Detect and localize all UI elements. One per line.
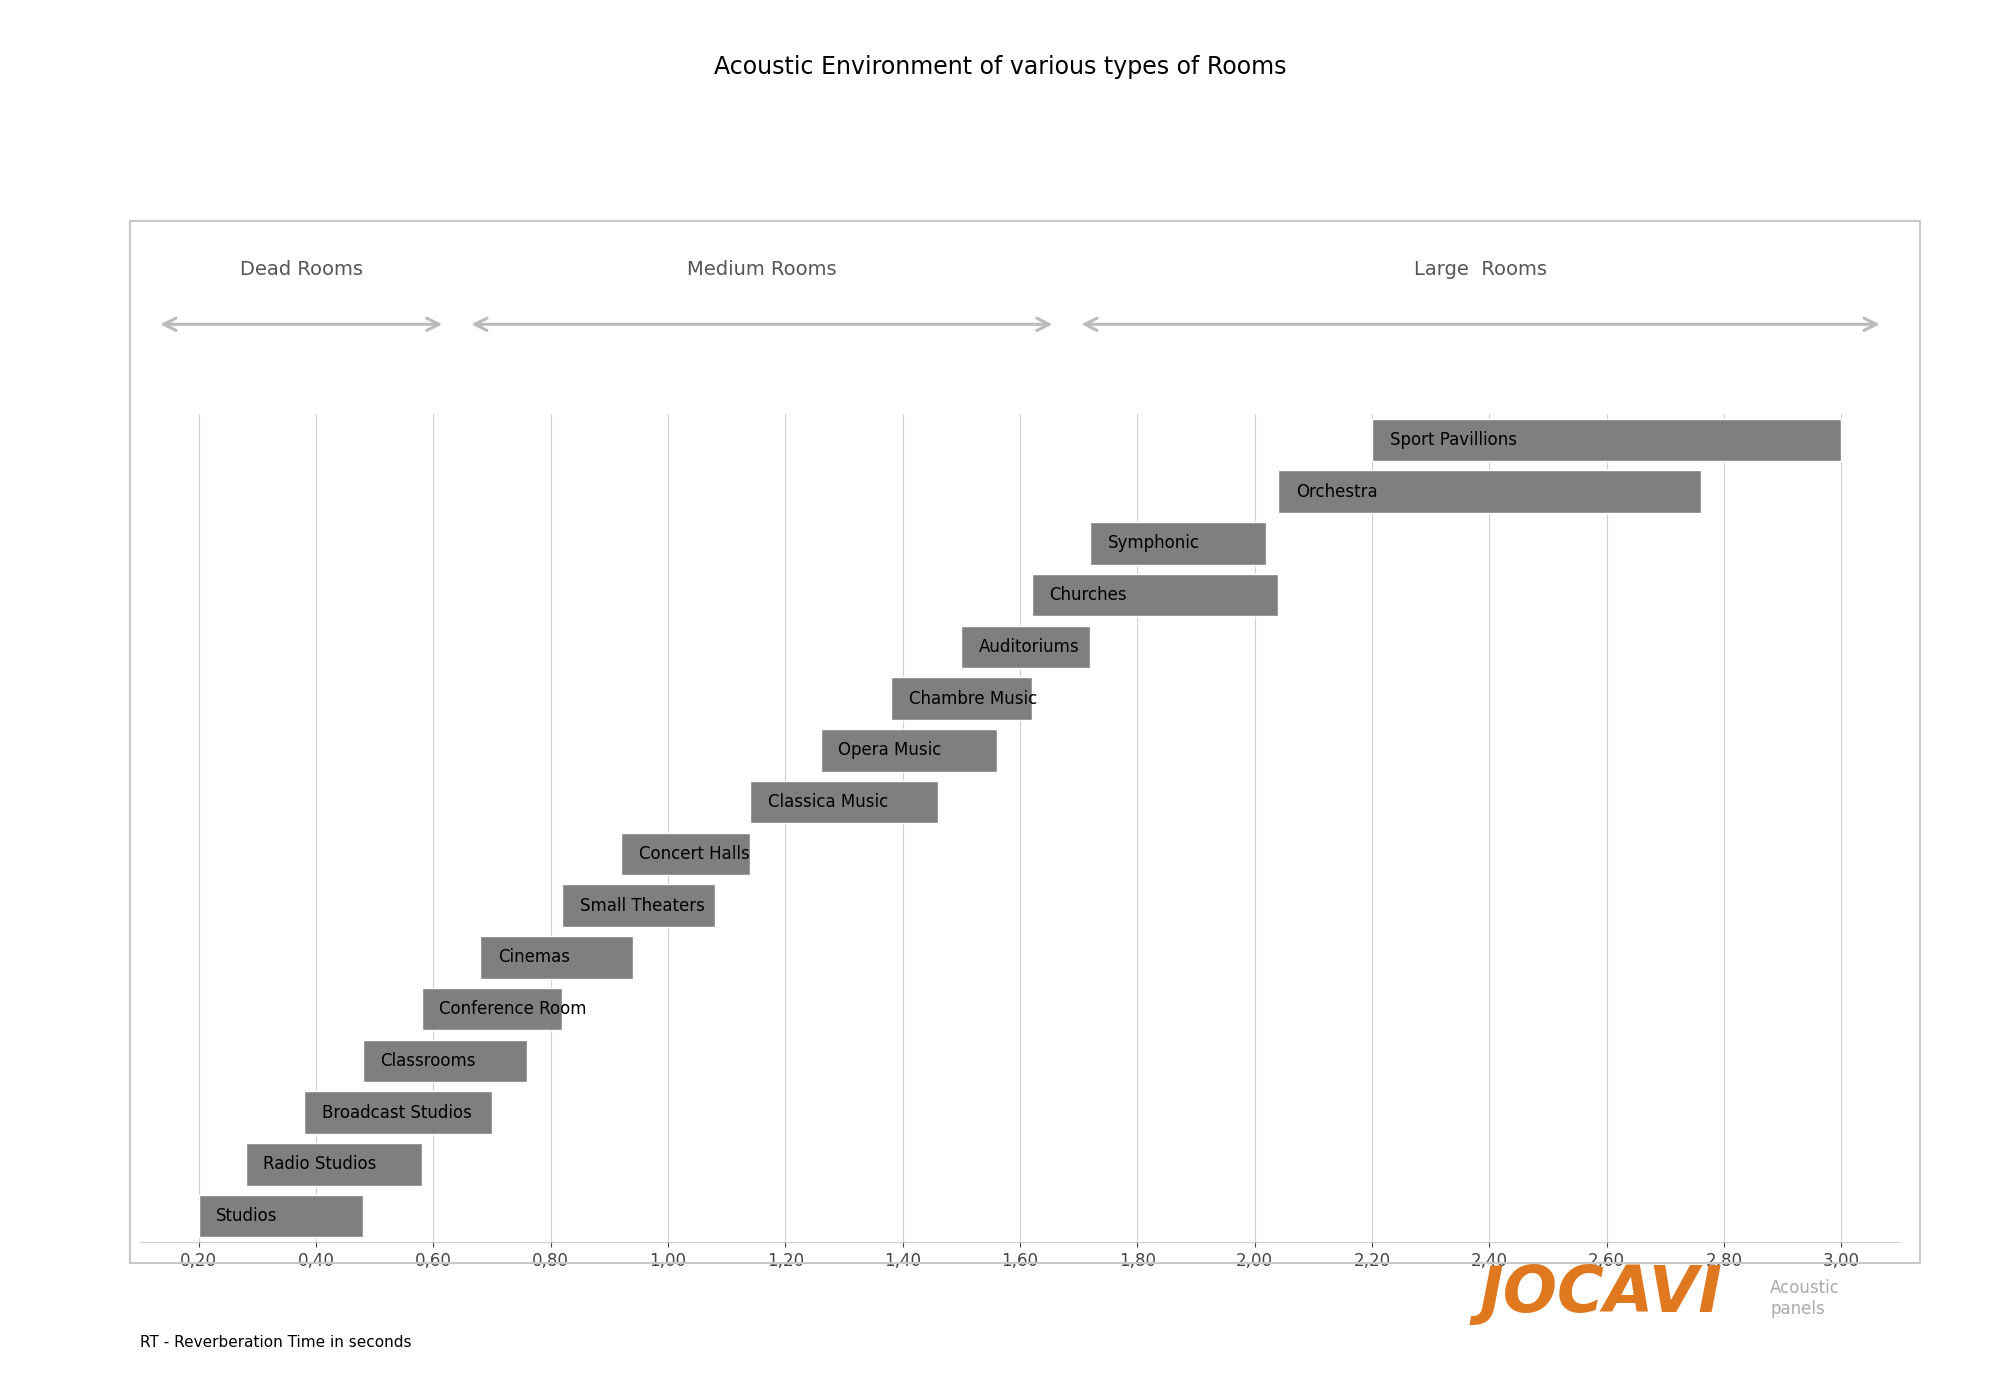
Bar — [480, 936, 632, 978]
Text: Acoustic Environment of various types of Rooms: Acoustic Environment of various types of… — [714, 55, 1286, 79]
Bar — [750, 781, 938, 824]
Text: Acoustic
panels: Acoustic panels — [1770, 1279, 1840, 1318]
Bar — [422, 988, 562, 1031]
Text: Conference Room: Conference Room — [440, 1000, 586, 1018]
Bar — [622, 832, 750, 875]
Bar — [820, 729, 996, 771]
Bar — [362, 1039, 528, 1082]
Bar — [562, 885, 714, 927]
Text: Churches: Churches — [1050, 586, 1126, 604]
Bar — [304, 1092, 492, 1134]
Bar — [198, 1195, 362, 1238]
Text: Opera Music: Opera Music — [838, 741, 942, 759]
Text: Auditoriums: Auditoriums — [978, 638, 1080, 656]
Text: Symphonic: Symphonic — [1108, 534, 1200, 552]
Text: Cinemas: Cinemas — [498, 948, 570, 966]
Text: Large  Rooms: Large Rooms — [1414, 259, 1548, 279]
Bar — [1372, 418, 1842, 461]
Text: Medium Rooms: Medium Rooms — [688, 259, 836, 279]
Text: Chambre Music: Chambre Music — [908, 690, 1036, 708]
Text: Radio Studios: Radio Studios — [264, 1155, 376, 1173]
Bar — [890, 678, 1032, 720]
Text: Sport Pavillions: Sport Pavillions — [1390, 431, 1516, 448]
Bar — [1090, 522, 1266, 564]
Bar — [1278, 471, 1700, 513]
Bar — [1032, 574, 1278, 617]
Bar — [962, 625, 1090, 668]
Text: Concert Halls: Concert Halls — [638, 845, 750, 862]
Text: RT - Reverberation Time in seconds: RT - Reverberation Time in seconds — [140, 1336, 412, 1350]
Text: Studios: Studios — [216, 1208, 278, 1225]
Text: Classrooms: Classrooms — [380, 1052, 476, 1070]
Text: Orchestra: Orchestra — [1296, 483, 1378, 501]
Text: Small Theaters: Small Theaters — [580, 897, 704, 915]
Text: Classica Music: Classica Music — [768, 793, 888, 811]
Text: Dead Rooms: Dead Rooms — [240, 259, 362, 279]
Bar — [246, 1143, 422, 1185]
Text: JOCAVI: JOCAVI — [1480, 1263, 1724, 1325]
Text: Broadcast Studios: Broadcast Studios — [322, 1104, 472, 1122]
